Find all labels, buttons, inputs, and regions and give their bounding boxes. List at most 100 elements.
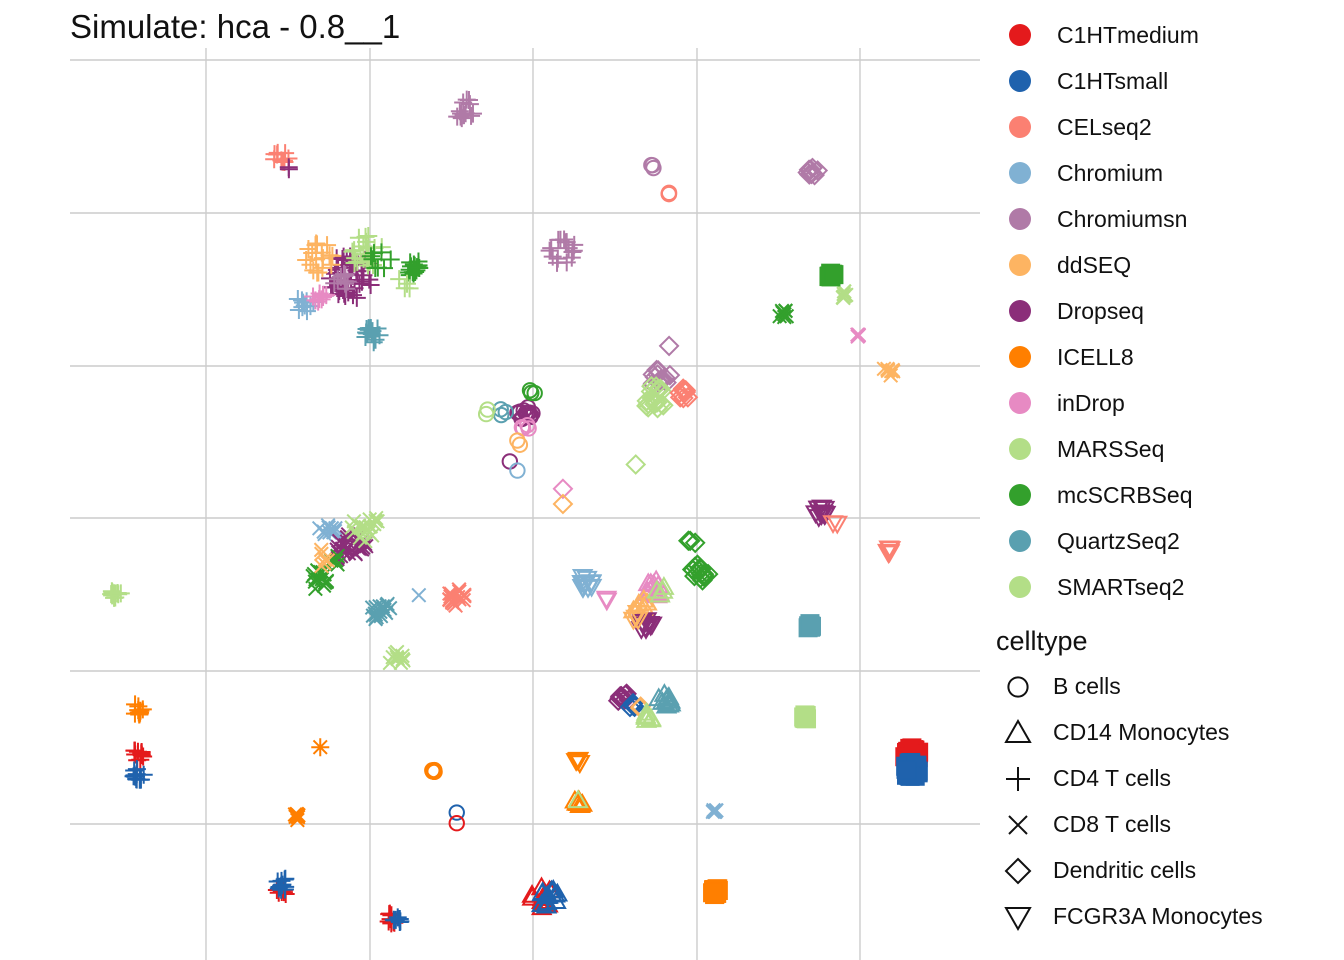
legend-swatch	[1000, 475, 1040, 515]
point-quartzseq2	[359, 320, 378, 339]
legend-item-dropseq: Dropseq	[1000, 288, 1199, 334]
legend-label: C1HTsmall	[1057, 67, 1169, 94]
point-icell8	[571, 792, 594, 812]
point-ddseq	[625, 609, 647, 629]
point-marsseq	[397, 274, 416, 293]
legend-item-mcscrbseq: mcSCRBSeq	[1000, 472, 1199, 518]
point-quartzseq2	[370, 326, 389, 345]
point-mcscrbseq	[381, 250, 400, 269]
point-smartseq2	[346, 513, 362, 529]
cluster-chromiumsn-plus	[448, 90, 482, 128]
point-celseq2	[669, 382, 691, 404]
point-dropseq	[634, 619, 657, 639]
point-icell8	[125, 704, 144, 723]
data-points	[102, 90, 929, 933]
point-celseq2	[677, 386, 699, 408]
chart-title: Simulate: hca - 0.8__1	[70, 8, 401, 45]
color-legend: C1HTmedium C1HTsmall CELseq2 Chromium Chromi…	[1000, 12, 1199, 610]
cluster-ddseq-cross	[313, 542, 336, 574]
point-chromiumsn	[325, 274, 344, 293]
point-c1htmedium	[132, 746, 151, 765]
point-celseq2	[877, 545, 900, 565]
cluster-chromiumsn-diamond	[658, 335, 680, 357]
legend-label: ICELL8	[1057, 343, 1134, 370]
cluster-quartzseq2-circle	[492, 401, 514, 424]
cluster-celseq2-triangle-down	[822, 515, 849, 535]
point-ddseq	[312, 243, 331, 262]
point-marsseq	[111, 584, 130, 603]
cluster-icell8-triangle-down	[565, 751, 591, 774]
point-dropseq	[804, 505, 827, 525]
cluster-smartseq2-diamond	[625, 454, 647, 475]
point-mcscrbseq	[686, 554, 708, 576]
legend-label: B cells	[1053, 672, 1121, 699]
point-smartseq2	[794, 708, 814, 728]
point-smartseq2	[368, 513, 384, 529]
legend-item-indrop: inDrop	[1000, 380, 1199, 426]
legend-swatch	[1000, 337, 1040, 377]
point-chromiumsn	[807, 160, 829, 181]
legend-label: SMARTseq2	[1057, 573, 1185, 600]
cluster-icell8-square	[703, 879, 728, 905]
legend-swatch	[1000, 521, 1040, 561]
point-icell8	[567, 751, 590, 771]
cluster-quartzseq2-plus	[356, 319, 389, 352]
cluster-icell8-circle	[424, 761, 443, 781]
point-ddseq	[316, 555, 332, 571]
point-marsseq	[640, 707, 662, 727]
point-icell8	[289, 806, 305, 822]
legend-label: ddSEQ	[1057, 251, 1132, 278]
legend-label: CD4 T cells	[1053, 764, 1172, 791]
cluster-icell8-triangle	[564, 789, 594, 813]
point-c1htsmall	[897, 760, 917, 780]
legend-swatch	[1000, 291, 1040, 331]
point-celseq2	[660, 185, 678, 203]
legend-item-circle: B cells	[996, 663, 1263, 709]
point-smartseq2	[355, 526, 371, 542]
legend-swatch	[1000, 567, 1040, 607]
cluster-dropseq-triangle-down	[804, 499, 837, 528]
cluster-c1htmedium-plus	[125, 741, 153, 770]
point-smartseq2	[652, 579, 674, 599]
cluster-indrop-cross	[849, 327, 867, 344]
cluster-quartzseq2-triangle	[647, 683, 682, 714]
cluster-ddseq-circle	[509, 432, 529, 453]
legend-label: mcSCRBSeq	[1057, 481, 1193, 508]
cluster-dropseq-circle	[501, 453, 519, 470]
cluster-celseq2-circle	[660, 184, 678, 203]
cluster-chromium-cross	[705, 802, 724, 820]
point-chromiumsn	[659, 364, 681, 386]
cluster-celseq2-cross	[441, 582, 472, 614]
legend-label: CELseq2	[1057, 113, 1152, 140]
point-ddseq	[307, 235, 326, 254]
cluster-c1htsmall-plus	[124, 760, 153, 789]
cluster-chromium-cross	[411, 587, 427, 603]
legend-label: Dendritic cells	[1053, 856, 1197, 883]
legend-label: inDrop	[1057, 389, 1125, 416]
point-smartseq2	[652, 394, 674, 416]
legend-item-marsseq: MARSSeq	[1000, 426, 1199, 472]
cross-icon	[996, 804, 1036, 844]
point-marsseq	[635, 709, 658, 728]
cluster-smartseq2-cross	[344, 510, 385, 549]
point-chromiumsn	[454, 93, 473, 112]
cluster-mcscrbseq-circle	[521, 382, 543, 402]
point-dropseq	[279, 160, 298, 179]
cluster-smartseq2-cross	[382, 644, 411, 671]
diamond-icon	[996, 850, 1036, 890]
cluster-marsseq-triangle	[635, 701, 662, 728]
point-celseq2	[446, 596, 462, 612]
point-chromiumsn	[555, 230, 574, 249]
cluster-marsseq-plus	[102, 582, 130, 607]
point-smartseq2	[643, 388, 665, 410]
point-c1htsmall	[127, 760, 146, 779]
cluster-c1htsmall-circle	[448, 804, 465, 821]
cluster-mcscrbseq-plus	[361, 243, 400, 278]
legend-swatch	[1000, 153, 1040, 193]
legend-item-smartseq2: SMARTseq2	[1000, 564, 1199, 610]
cluster-quartzseq2-square	[798, 614, 821, 638]
legend-item-celseq2: CELseq2	[1000, 104, 1199, 150]
legend-item-cross: CD8 T cells	[996, 801, 1263, 847]
cluster-ddseq-plus	[297, 234, 342, 282]
point-chromiumsn	[563, 242, 582, 261]
